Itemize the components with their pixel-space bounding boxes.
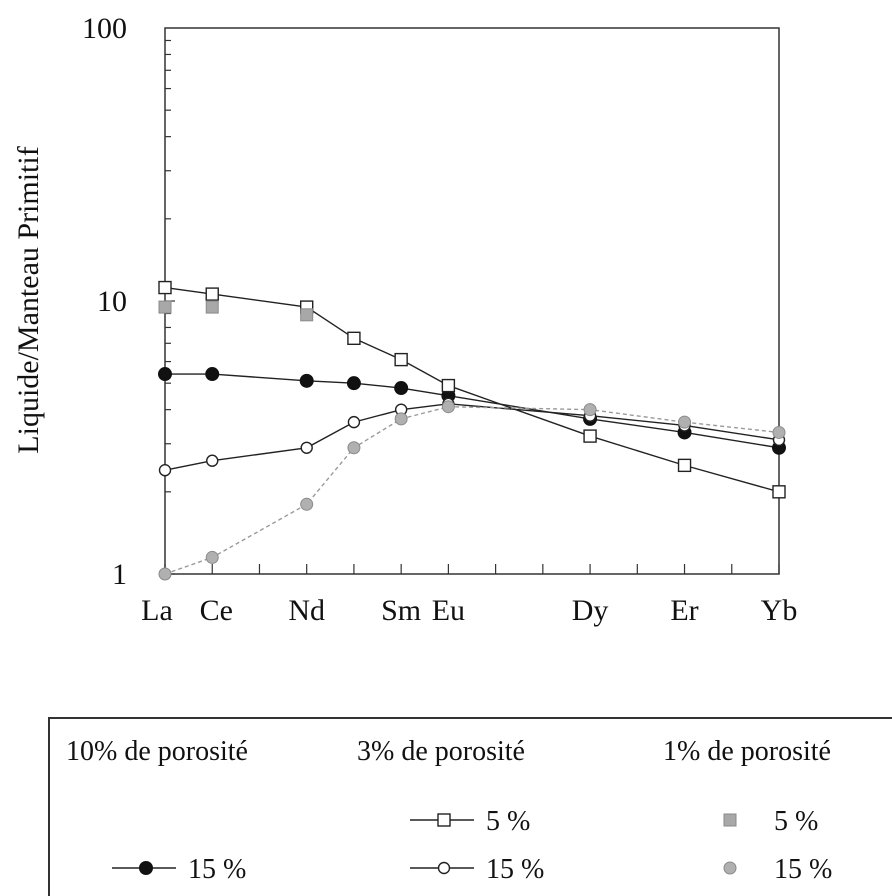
point-marker xyxy=(437,813,451,827)
series-0 xyxy=(158,367,786,455)
point-marker xyxy=(441,400,455,414)
legend-entry-label: 15 % xyxy=(188,854,246,885)
point-marker xyxy=(347,331,361,346)
point-marker xyxy=(723,861,737,875)
point-marker xyxy=(583,429,597,443)
legend-group-title: 1% de porosité xyxy=(663,736,831,767)
legend-entry-label: 15 % xyxy=(486,854,544,885)
series-3 xyxy=(158,300,314,322)
point-marker xyxy=(723,813,737,827)
y-tick-label: 1 xyxy=(112,558,127,591)
point-marker xyxy=(300,308,314,322)
plot-area xyxy=(164,27,780,575)
point-marker xyxy=(394,352,408,367)
legend-group-title: 3% de porosité xyxy=(357,736,525,767)
legend-group-title: 10% de porosité xyxy=(66,736,248,767)
point-marker xyxy=(205,367,220,382)
legend: 10% de porosité 15 % 3% de porosité 5 % 15 %… xyxy=(48,717,892,896)
point-marker xyxy=(678,415,692,429)
series-1 xyxy=(158,280,786,499)
point-marker xyxy=(139,861,153,875)
point-marker xyxy=(347,441,361,455)
point-marker xyxy=(772,425,786,439)
x-tick-label: Yb xyxy=(761,594,798,627)
legend-entry-label: 5 % xyxy=(774,806,818,837)
x-tick-label: La xyxy=(141,594,173,627)
point-marker xyxy=(394,381,409,396)
y-tick-label: 10 xyxy=(97,285,127,318)
y-axis-label: Liquide/Manteau Primitif xyxy=(12,146,45,453)
point-marker xyxy=(346,376,361,391)
point-marker xyxy=(158,464,172,477)
point-marker xyxy=(205,300,219,314)
point-marker xyxy=(300,497,314,511)
x-tick-label: Eu xyxy=(432,594,465,627)
legend-entry-label: 15 % xyxy=(774,854,832,885)
point-marker xyxy=(158,300,172,314)
point-marker xyxy=(300,441,313,454)
series-layer xyxy=(158,280,786,581)
x-tick-label: Er xyxy=(670,594,698,627)
point-marker xyxy=(299,373,314,388)
x-tick-label: Dy xyxy=(572,594,609,627)
y-axis: 1 10 100 xyxy=(82,12,175,591)
series-4 xyxy=(158,400,786,581)
plot-frame xyxy=(164,27,780,575)
point-marker xyxy=(347,415,361,429)
point-marker xyxy=(583,403,597,417)
point-marker xyxy=(441,378,456,393)
point-marker xyxy=(158,567,172,581)
x-tick-label: Nd xyxy=(288,594,325,627)
point-marker xyxy=(205,550,219,564)
x-tick-label: Sm xyxy=(381,594,421,627)
point-marker xyxy=(206,454,219,467)
point-marker xyxy=(205,287,219,301)
legend-frame xyxy=(48,717,892,896)
x-axis: La Ce Nd Sm Eu Dy Er Yb xyxy=(141,564,797,627)
point-marker xyxy=(158,367,172,382)
y-tick-label: 100 xyxy=(82,12,127,45)
point-marker xyxy=(394,412,408,426)
point-marker xyxy=(437,861,451,875)
x-tick-label: Ce xyxy=(200,594,233,627)
legend-entry-label: 5 % xyxy=(486,806,530,837)
point-marker xyxy=(677,458,692,473)
point-marker xyxy=(158,280,172,295)
point-marker xyxy=(772,485,786,499)
